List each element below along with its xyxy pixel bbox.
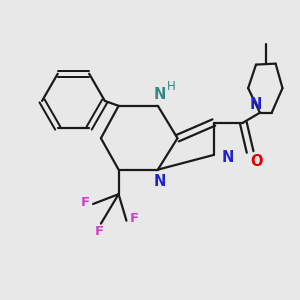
Text: H: H <box>167 80 176 93</box>
Text: F: F <box>94 225 103 238</box>
Text: N: N <box>154 174 166 189</box>
Text: N: N <box>221 150 234 165</box>
Text: N: N <box>154 87 166 102</box>
Text: F: F <box>81 196 90 208</box>
Text: F: F <box>130 212 139 225</box>
Text: O: O <box>250 154 262 169</box>
Text: N: N <box>250 98 262 112</box>
